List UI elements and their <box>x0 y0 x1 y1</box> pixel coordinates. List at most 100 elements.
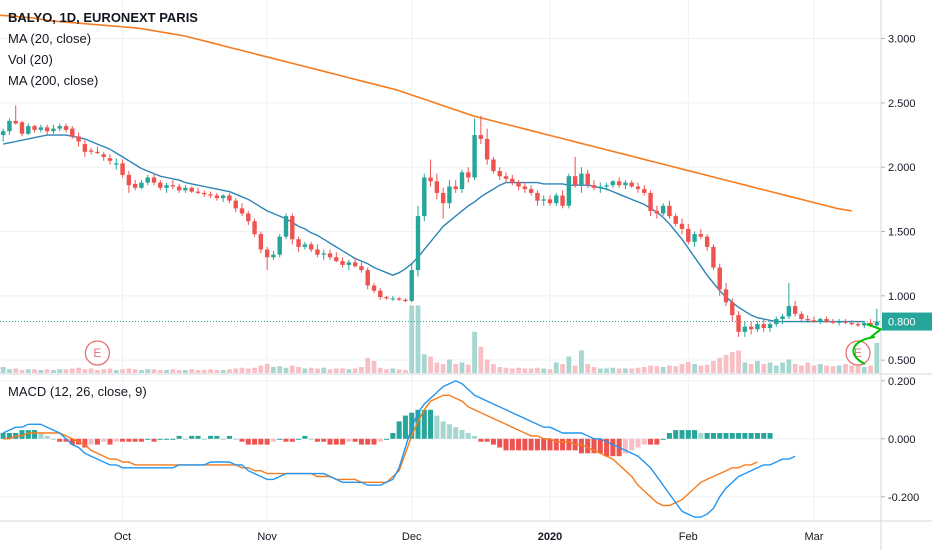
candle-body <box>466 172 471 178</box>
volume-bar <box>340 368 345 373</box>
macd-histogram-bar <box>641 438 647 445</box>
macd-histogram-bar <box>566 438 572 451</box>
macd-histogram-bar <box>82 438 88 448</box>
candle-body <box>874 321 880 326</box>
time-axis-label: Nov <box>257 531 277 543</box>
price-axis-label: 2.000 <box>888 162 916 174</box>
macd-legend[interactable]: MACD (12, 26, close, 9) <box>8 384 147 399</box>
macd-signal-line <box>3 394 758 507</box>
volume-bar <box>195 370 201 373</box>
volume-bar <box>861 367 867 373</box>
candle-body <box>484 138 490 160</box>
candle-body <box>761 324 766 328</box>
macd-histogram-bar <box>358 438 364 445</box>
candle-body <box>522 186 528 190</box>
macd-histogram-bar <box>673 430 679 439</box>
ma200-legend[interactable]: MA (200, close) <box>8 73 99 88</box>
macd-histogram-bar <box>704 433 710 439</box>
volume-bar <box>371 361 377 373</box>
candle-body <box>57 126 62 129</box>
candle-body <box>277 236 282 255</box>
candle-body <box>13 120 18 124</box>
candle-body <box>862 322 867 326</box>
volume-bar <box>767 362 773 373</box>
volume-bar <box>82 369 88 373</box>
volume-bar <box>139 370 144 373</box>
candle-body <box>585 173 590 186</box>
candle-body <box>535 192 540 201</box>
volume-bar <box>491 364 496 373</box>
macd-histogram <box>0 409 773 457</box>
candle-body <box>220 195 226 199</box>
candle-body <box>579 173 584 186</box>
macd-histogram-bar <box>446 424 452 439</box>
macd-histogram-bar <box>138 438 144 442</box>
macd-histogram-bar <box>610 438 616 457</box>
ma20-legend[interactable]: MA (20, close) <box>8 31 92 46</box>
volume-bar <box>38 370 44 373</box>
macd-histogram-bar <box>503 438 509 451</box>
volume-bar <box>440 364 446 373</box>
candle-body <box>497 171 502 177</box>
candle-body <box>327 253 333 258</box>
volume-bar <box>604 368 609 373</box>
candle-body <box>359 266 364 271</box>
volume-bar <box>428 356 433 373</box>
symbol-title[interactable]: BALYO, 1D, EURONEXT PARIS <box>8 10 198 25</box>
macd-histogram-bar <box>170 438 176 440</box>
volume-bar <box>258 365 264 373</box>
candle-body <box>642 189 647 193</box>
macd-histogram-bar <box>352 438 358 442</box>
macd-histogram-bar <box>107 438 113 445</box>
macd-histogram-bar <box>729 433 735 439</box>
volume-bar <box>522 368 528 373</box>
volume-bar <box>868 365 873 373</box>
candle-body <box>723 289 729 303</box>
volume-bar <box>95 370 100 373</box>
macd-histogram-bar <box>233 438 239 440</box>
macd-histogram-bar <box>151 438 157 442</box>
candle-body <box>591 185 597 188</box>
candle-body <box>139 182 144 188</box>
candle-body <box>176 186 182 191</box>
macd-histogram-bar <box>692 430 698 439</box>
candle-body <box>70 128 75 137</box>
volume-bar <box>773 365 779 373</box>
candle-body <box>422 177 427 217</box>
candle-body <box>0 131 6 136</box>
candle-body <box>107 158 113 161</box>
volume-bar <box>113 370 119 373</box>
macd-histogram-bar <box>478 438 484 442</box>
macd-histogram-bar <box>6 433 12 439</box>
volume-bar <box>472 331 477 373</box>
candle-body <box>667 205 672 217</box>
volume-bar <box>755 361 760 373</box>
candle-body <box>88 150 94 152</box>
candle-body <box>202 192 207 195</box>
volume-bar <box>271 367 276 373</box>
macd-histogram-bar <box>459 430 465 439</box>
candle-body <box>510 178 515 183</box>
volume-bar <box>528 368 534 373</box>
candle-body <box>541 199 546 201</box>
macd-histogram-bar <box>534 438 540 451</box>
macd-histogram-bar <box>252 438 258 445</box>
volume-bar <box>57 369 63 373</box>
macd-histogram-bar <box>245 438 251 445</box>
candle-body <box>189 187 194 192</box>
volume-bar <box>553 362 559 373</box>
volume-legend[interactable]: Vol (20) <box>8 52 53 67</box>
volume-bar <box>516 367 521 373</box>
candle-body <box>371 285 377 291</box>
candle-body <box>730 302 735 316</box>
candle-body <box>158 182 163 188</box>
volume-bar <box>403 370 408 373</box>
macd-histogram-bar <box>497 438 503 448</box>
candle-body <box>717 267 722 290</box>
volume-bar <box>836 365 842 373</box>
candle-body <box>26 126 31 134</box>
candle-body <box>434 181 440 193</box>
macd-histogram-bar <box>0 433 6 439</box>
time-axis-label: Dec <box>402 531 422 543</box>
